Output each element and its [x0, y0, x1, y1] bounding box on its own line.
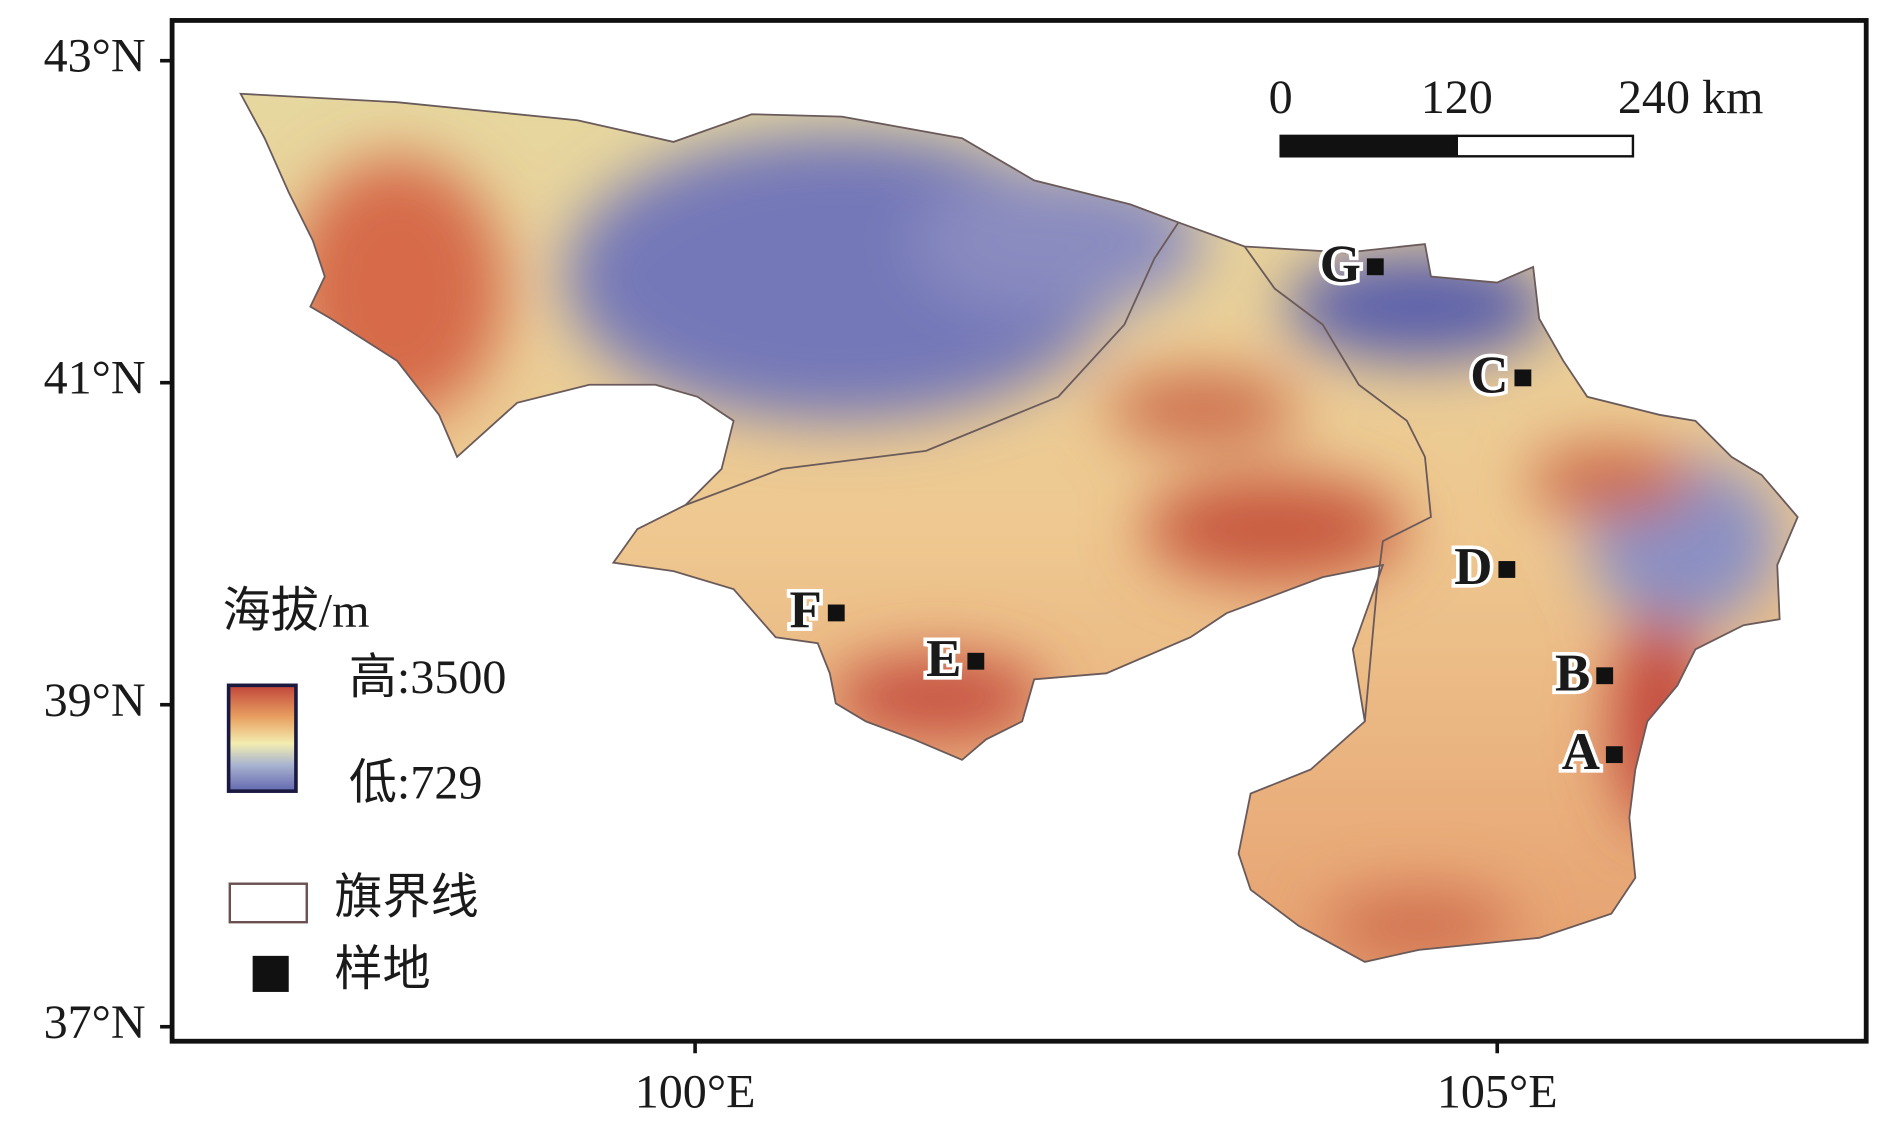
- lon-tick-label: 105°E: [1437, 1066, 1558, 1119]
- site-marker: [967, 652, 985, 670]
- site-label: E: [926, 630, 961, 688]
- scale-bar-segment: [1455, 134, 1635, 158]
- site-marker: [827, 604, 845, 622]
- frame: [169, 18, 1869, 1044]
- legend-site: 样地: [334, 943, 430, 996]
- elevation-raster: [240, 93, 1798, 962]
- legend-boundary: 旗界线: [334, 871, 478, 924]
- site-marker: [1596, 667, 1614, 685]
- site-label: D: [1454, 538, 1492, 596]
- site-label: A: [1562, 723, 1600, 781]
- legend-colorbar: [226, 683, 298, 793]
- legend-title: 海拔/m: [223, 585, 370, 638]
- lat-tick-label: 41°N: [44, 352, 146, 405]
- scale-bar-label: 0: [1269, 71, 1293, 124]
- site-label: B: [1555, 644, 1590, 702]
- site-label: F: [790, 581, 822, 639]
- scale-bar-label: 240 km: [1618, 71, 1764, 124]
- legend-high: 高:3500: [349, 651, 507, 704]
- legend-boundary-swatch: [228, 882, 308, 924]
- site-marker: [1498, 561, 1516, 578]
- scale-bar-label: 120: [1421, 71, 1493, 124]
- boundary-line: [685, 221, 1180, 506]
- lat-tick-label: 43°N: [44, 30, 146, 83]
- site-marker: [1605, 746, 1623, 764]
- legend-site-swatch: [252, 955, 289, 992]
- site-marker: [1366, 258, 1384, 276]
- scale-bar-segment: [1279, 134, 1459, 158]
- site-label: G: [1320, 235, 1361, 293]
- lat-tick-label: 37°N: [44, 996, 146, 1049]
- lon-tick-label: 100°E: [635, 1066, 756, 1119]
- lat-tick-label: 39°N: [44, 674, 146, 727]
- site-marker: [1514, 369, 1532, 387]
- legend-low: 低:729: [349, 757, 483, 810]
- boundary-line: [1243, 245, 1432, 722]
- site-label: C: [1470, 346, 1508, 404]
